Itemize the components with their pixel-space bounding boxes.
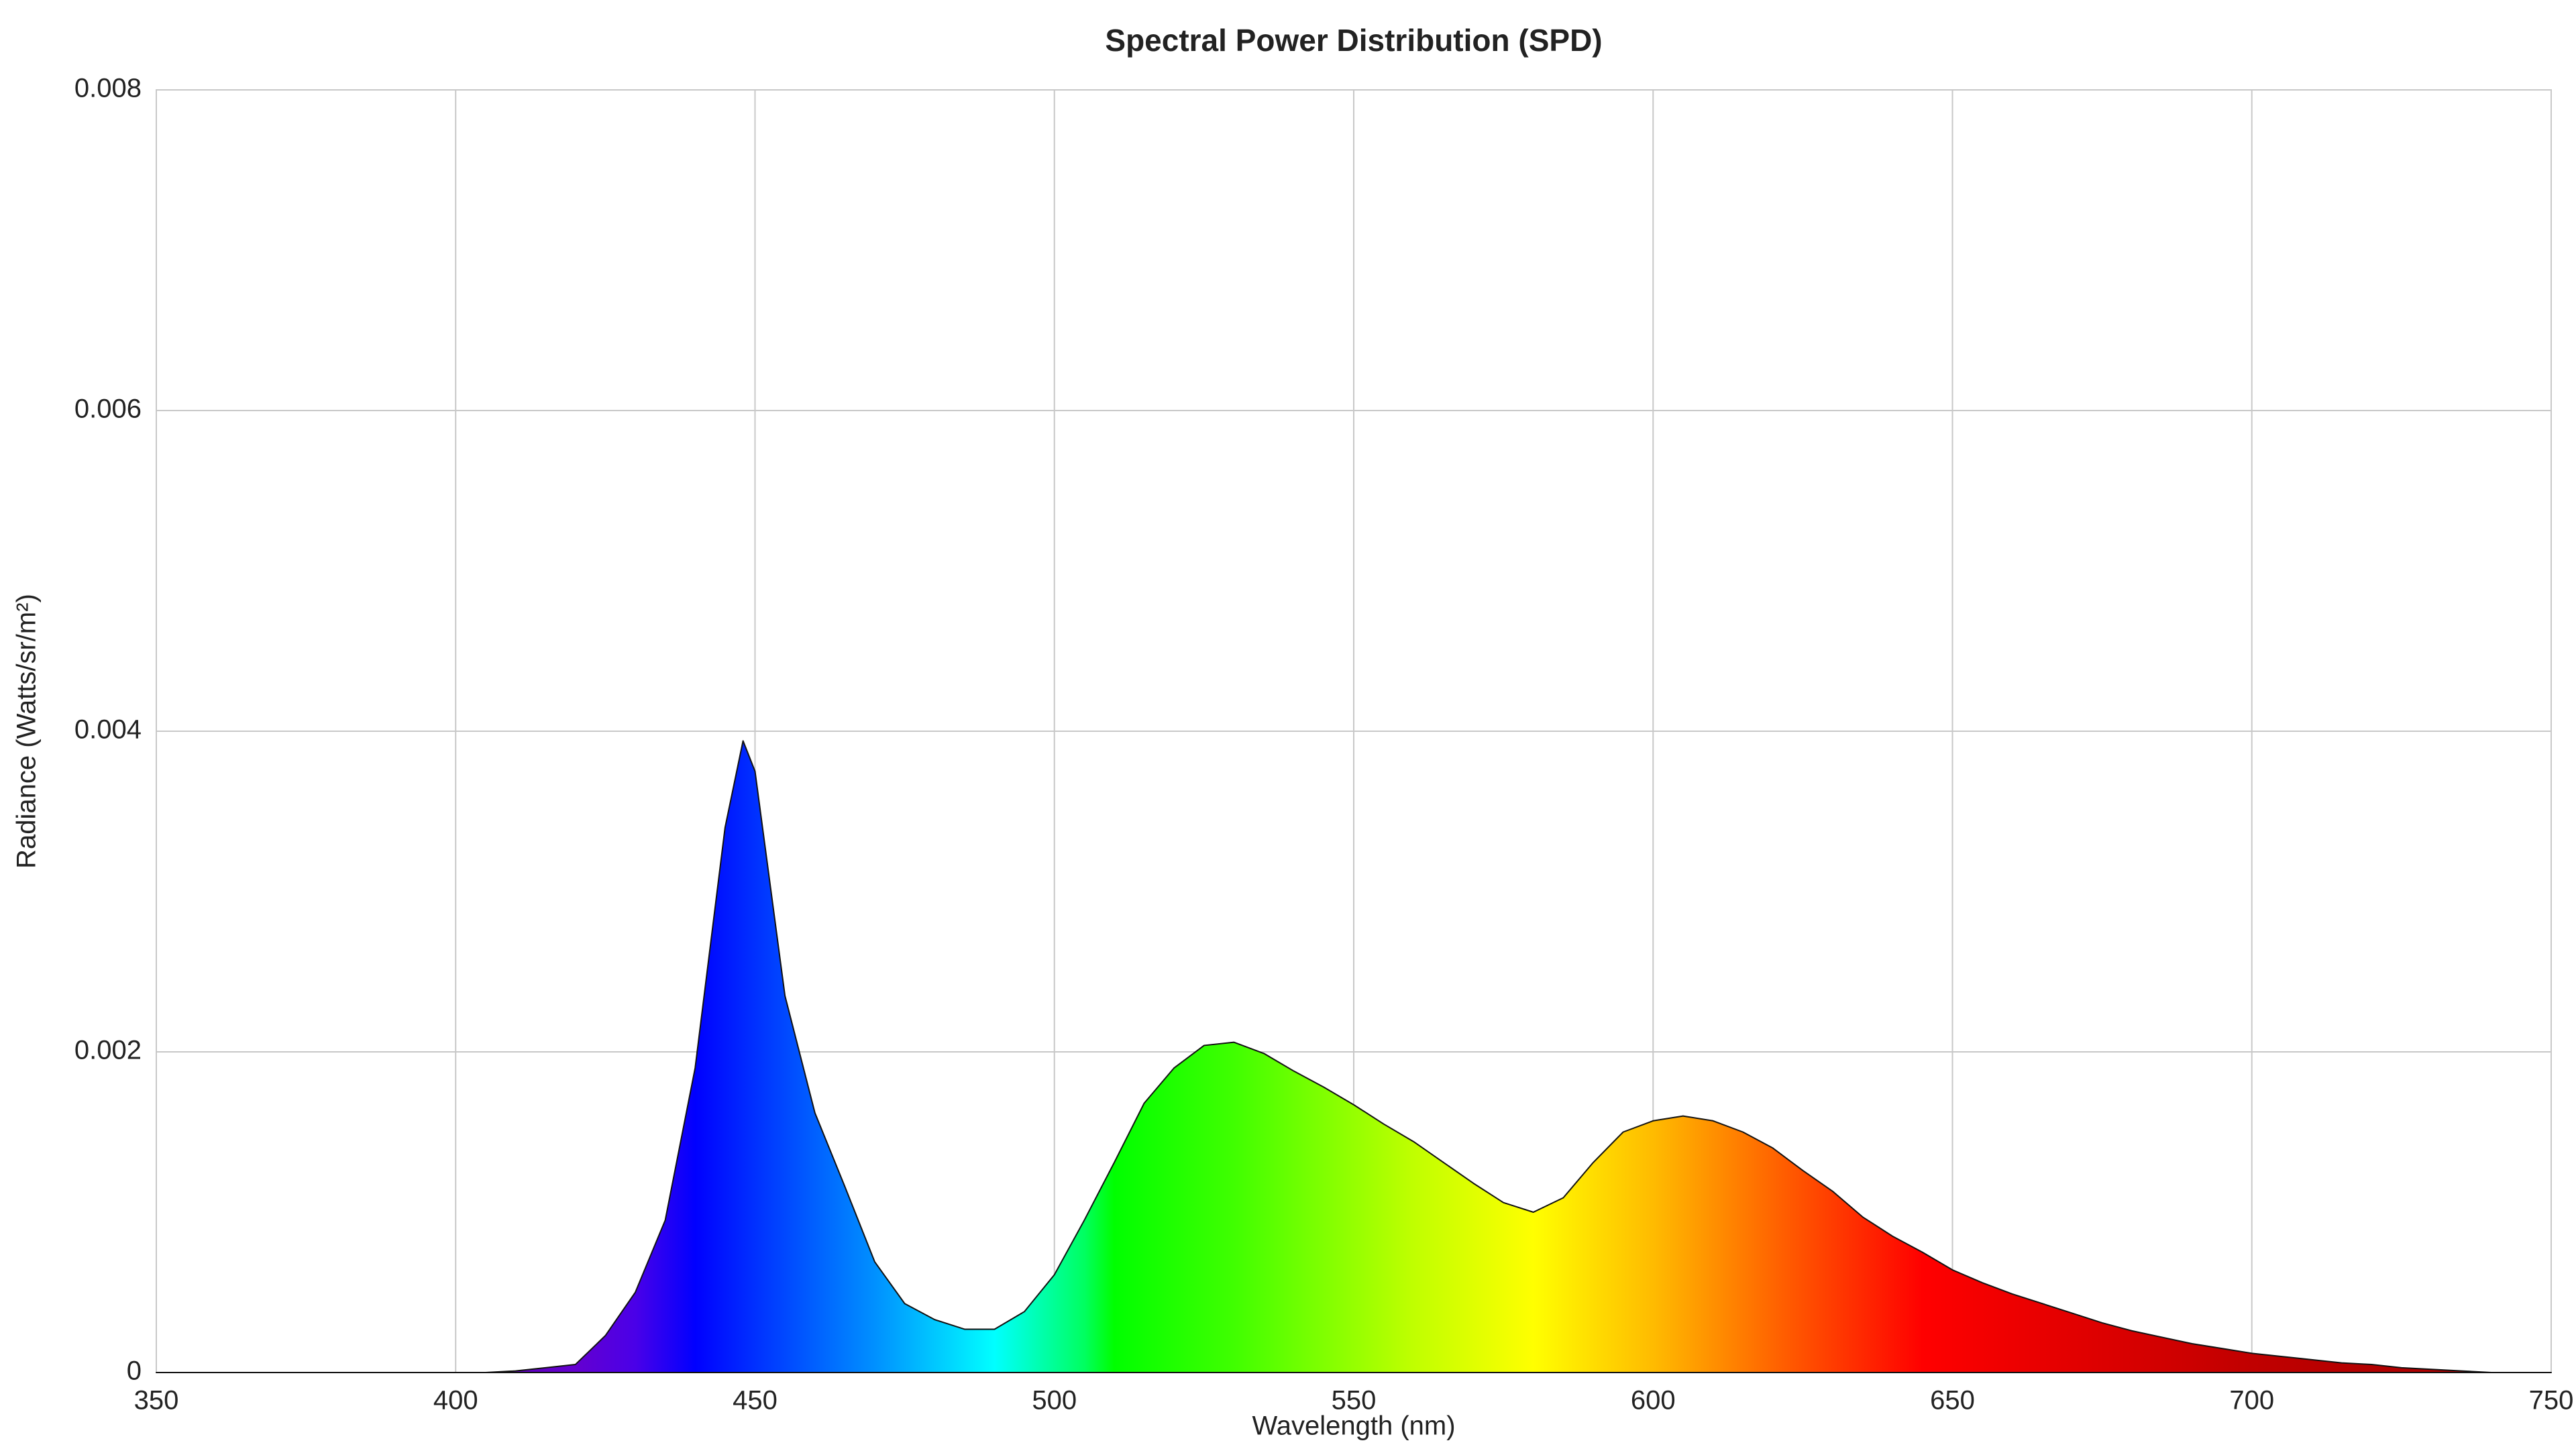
x-tick-label: 550 <box>1332 1386 1377 1415</box>
x-axis-label: Wavelength (nm) <box>1252 1411 1455 1441</box>
y-tick-label: 0.008 <box>74 74 142 103</box>
x-tick-label: 350 <box>134 1386 179 1415</box>
y-tick-label: 0.002 <box>74 1036 142 1065</box>
x-tick-label: 700 <box>2229 1386 2274 1415</box>
y-tick-label: 0.006 <box>74 394 142 424</box>
y-axis-label: Radiance (Watts/sr/m²) <box>12 594 42 869</box>
y-tick-label: 0.004 <box>74 715 142 745</box>
x-tick-label: 750 <box>2529 1386 2574 1415</box>
spectrum-area <box>156 740 2552 1373</box>
y-tick-label: 0 <box>127 1356 142 1386</box>
x-tick-label: 500 <box>1032 1386 1077 1415</box>
x-tick-label: 600 <box>1631 1386 1676 1415</box>
x-tick-label: 650 <box>1930 1386 1975 1415</box>
x-tick-label: 450 <box>733 1386 777 1415</box>
x-tick-label: 400 <box>433 1386 478 1415</box>
chart-title: Spectral Power Distribution (SPD) <box>1105 23 1602 58</box>
